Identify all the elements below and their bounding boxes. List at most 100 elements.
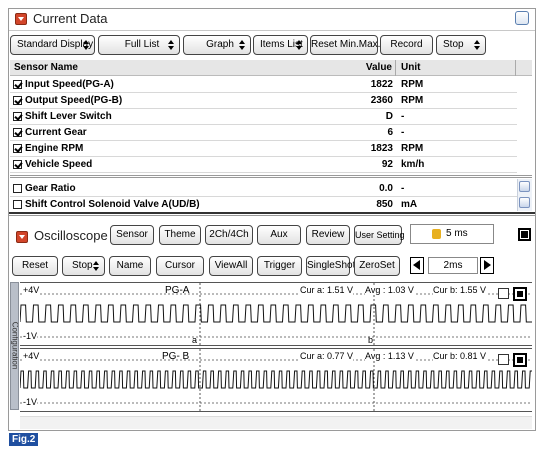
sensor-row[interactable]: Shift Control Solenoid Valve A(UD/B) 850 m…	[10, 197, 517, 213]
sensor-unit: RPM	[401, 143, 424, 154]
sensor-unit: -	[401, 127, 405, 138]
scope-control[interactable]: Name	[109, 256, 151, 276]
max-label: +4V	[23, 285, 40, 295]
button-label: Stop	[443, 39, 464, 50]
row-checkbox[interactable]	[13, 144, 22, 153]
row-checkbox[interactable]	[13, 184, 22, 193]
button-label: Full List	[124, 39, 160, 50]
time-div-box: 2ms	[428, 257, 478, 274]
figure-label: Fig.2	[9, 433, 39, 446]
scope-button[interactable]: Sensor	[110, 225, 154, 245]
dropdown-arrow	[83, 40, 89, 44]
sensor-name: Output Speed(PG-B)	[25, 95, 123, 106]
header-sep	[395, 60, 396, 76]
waveform	[20, 370, 532, 389]
sensor-row[interactable]: Input Speed(PG-A) 1822 RPM	[10, 77, 517, 93]
collapse-icon[interactable]	[15, 13, 27, 25]
row-checkbox[interactable]	[13, 112, 22, 121]
button-label: Stop	[72, 260, 93, 271]
sensor-value: 850	[376, 199, 393, 210]
sensor-value: 1823	[370, 143, 393, 154]
average-value: Avg : 1.03 V	[365, 285, 414, 295]
side-tab-label: Configuration	[10, 321, 19, 370]
scope-button[interactable]: Aux	[257, 225, 301, 245]
channel-toggle-inner	[517, 357, 523, 363]
sensor-name: Current Gear	[25, 127, 87, 138]
scope-control[interactable]: SingleShot	[306, 256, 355, 276]
time-prev-arrow	[413, 260, 420, 270]
scope-button[interactable]: Theme	[159, 225, 201, 245]
dropdown-arrow	[474, 40, 480, 44]
min-label: -1V	[23, 397, 38, 407]
scope-control[interactable]: Trigger	[257, 256, 302, 276]
row-checkbox[interactable]	[13, 200, 22, 209]
scope-control[interactable]: Stop	[62, 256, 105, 276]
button-label: Trigger	[263, 260, 296, 271]
row-checkbox[interactable]	[13, 96, 22, 105]
channel-panel: +4V PG- B Cur a: 0.77 V Avg : 1.13 V Cur b: …	[20, 348, 532, 413]
dropdown-arrow	[168, 46, 174, 50]
toolbar-button[interactable]: Full List	[98, 35, 180, 55]
average-value: Avg : 1.13 V	[365, 351, 414, 361]
scope-control[interactable]: Reset	[12, 256, 58, 276]
sensor-name: Input Speed(PG-A)	[25, 79, 114, 90]
waveform-plot	[20, 349, 532, 413]
channel-checkbox[interactable]	[498, 354, 509, 365]
cursor-a-label: a	[192, 335, 198, 345]
header-name: Sensor Name	[14, 62, 78, 73]
channel-name: PG- B	[162, 351, 190, 362]
sensor-row[interactable]: Output Speed(PG-B) 2360 RPM	[10, 93, 517, 109]
sensor-row[interactable]: Shift Lever Switch D -	[10, 109, 517, 125]
dropdown-arrow	[296, 40, 302, 44]
row-checkbox[interactable]	[13, 160, 22, 169]
scope-button[interactable]: User Setting	[354, 225, 405, 245]
collapse-icon[interactable]	[16, 231, 28, 243]
sensor-row[interactable]: Gear Ratio 0.0-	[10, 181, 517, 197]
sensor-row[interactable]: Current Gear 6-	[10, 125, 517, 141]
section-divider	[9, 212, 535, 216]
button-label: Name	[116, 260, 144, 271]
layout-toggle-inner	[521, 231, 528, 238]
scroll-up[interactable]	[519, 181, 530, 192]
toolbar-button[interactable]: Record	[380, 35, 433, 55]
scope-control[interactable]: ViewAll	[209, 256, 253, 276]
scroll-down[interactable]	[519, 197, 530, 208]
header-sep	[515, 60, 516, 76]
sensor-value: D	[385, 111, 393, 122]
sensor-unit: -	[401, 111, 405, 122]
figure-label-text: Fig.2	[12, 434, 36, 445]
sensor-unit: km/h	[401, 159, 425, 170]
button-label: Cursor	[164, 260, 195, 271]
toolbar-button[interactable]: Items List	[253, 35, 308, 55]
scope-button[interactable]: Review	[306, 225, 350, 245]
sensor-row[interactable]: Vehicle Speed 92 km/h	[10, 157, 517, 173]
button-label: Review	[311, 229, 345, 240]
toolbar-button[interactable]: Standard Display	[10, 35, 95, 55]
scope-button[interactable]: 2Ch/4Ch	[205, 225, 253, 245]
sensor-row[interactable]: Engine RPM 1823 RPM	[10, 141, 517, 157]
sensor-value: 1822	[370, 79, 393, 90]
timebase-icon	[432, 229, 441, 239]
sensor-value: 0.0	[379, 183, 393, 194]
row-checkbox[interactable]	[13, 128, 22, 137]
sensor-name: Engine RPM	[25, 143, 84, 154]
cursor-b-label: b	[368, 335, 374, 345]
window-checkbox[interactable]	[515, 11, 529, 25]
scope-control[interactable]: Cursor	[156, 256, 204, 276]
dropdown-arrow	[296, 46, 302, 50]
scope-control[interactable]: ZeroSet	[354, 256, 400, 276]
side-tab[interactable]: Configuration	[10, 282, 19, 410]
button-label: Theme	[164, 229, 196, 240]
sensor-name: Vehicle Speed	[25, 159, 93, 170]
button-label: ZeroSet	[359, 260, 395, 271]
sensor-name: Gear Ratio	[25, 183, 76, 194]
channel-checkbox[interactable]	[498, 288, 509, 299]
sensor-value: 92	[381, 159, 393, 170]
dropdown-arrow	[93, 267, 99, 271]
table-header: Sensor Name Value Unit	[10, 60, 532, 76]
toolbar-button[interactable]: Stop	[436, 35, 486, 55]
row-checkbox[interactable]	[13, 80, 22, 89]
toolbar-button[interactable]: Graph	[183, 35, 251, 55]
toolbar-button[interactable]: Reset Min.Max.	[310, 35, 380, 55]
